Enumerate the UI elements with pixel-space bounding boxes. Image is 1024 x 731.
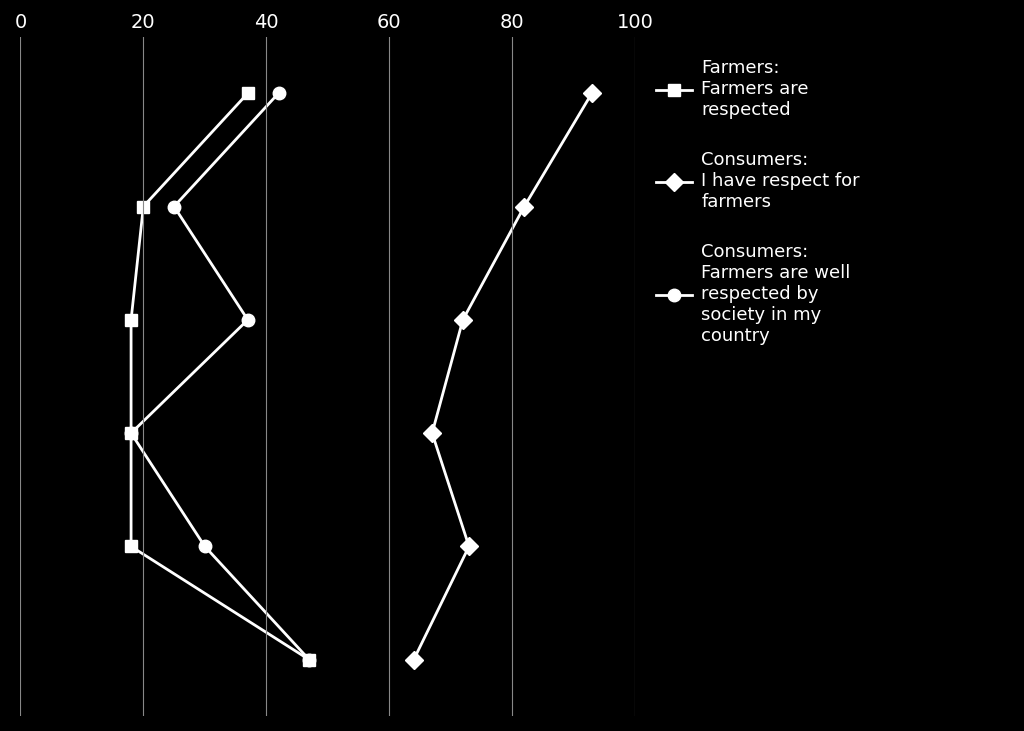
Legend: Farmers:
Farmers are
respected, Consumers:
I have respect for
farmers, Consumers: Farmers: Farmers are respected, Consumer… (656, 59, 860, 344)
